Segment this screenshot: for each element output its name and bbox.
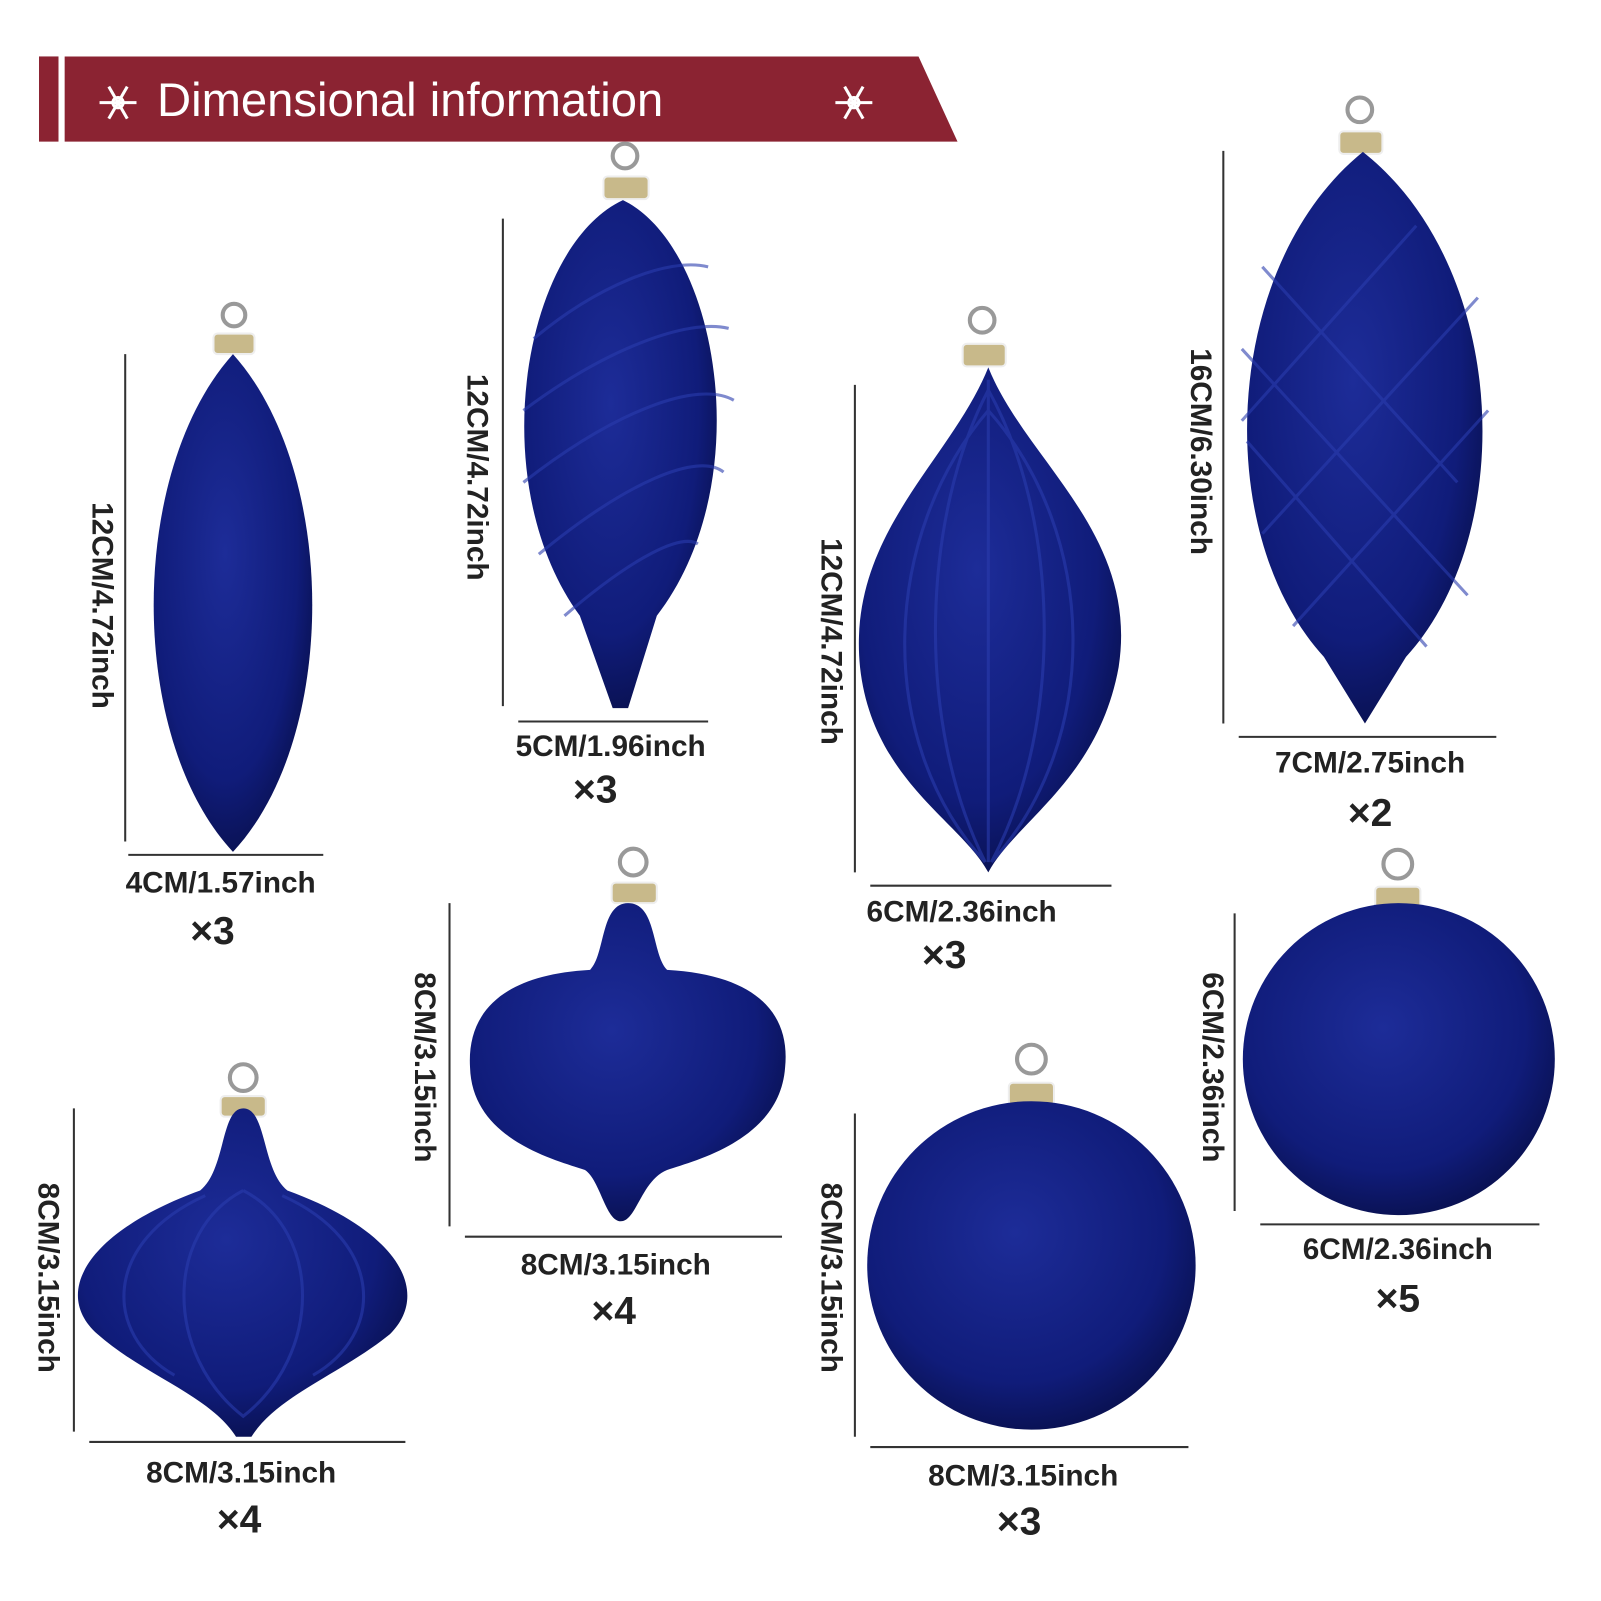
title: Dimensional information [157, 74, 663, 127]
ornament [858, 305, 1122, 873]
height-label: 8CM/3.15inch [814, 1183, 847, 1373]
height-label: 12CM/4.72inch [86, 502, 119, 709]
quantity: ×4 [591, 1290, 636, 1333]
quantity: ×3 [997, 1500, 1041, 1543]
quantity: ×4 [217, 1498, 262, 1541]
height-label: 8CM/3.15inch [31, 1183, 64, 1373]
width-label: 7CM/2.75inch [1275, 746, 1465, 779]
width-label: 8CM/3.15inch [928, 1460, 1118, 1493]
quantity: ×2 [1348, 792, 1392, 835]
ornament [1242, 847, 1555, 1216]
width-label: 5CM/1.96inch [516, 730, 706, 763]
height-label: 12CM/4.72inch [814, 538, 847, 745]
width-label: 8CM/3.15inch [521, 1248, 711, 1281]
ornament [522, 141, 735, 709]
quantity: ×3 [190, 910, 234, 953]
width-label: 6CM/2.36inch [1303, 1233, 1493, 1266]
ornament [1240, 95, 1490, 724]
height-label: 16CM/6.30inch [1184, 348, 1217, 555]
quantity: ×5 [1376, 1278, 1420, 1321]
width-label: 6CM/2.36inch [867, 895, 1057, 928]
ornament [153, 301, 313, 852]
height-label: 12CM/4.72inch [460, 374, 493, 581]
height-label: 6CM/2.36inch [1196, 972, 1229, 1162]
quantity: ×3 [573, 769, 617, 812]
ornament [77, 1062, 408, 1437]
ornament [469, 846, 786, 1222]
height-label: 8CM/3.15inch [408, 972, 441, 1162]
quantity: ×3 [922, 934, 966, 977]
width-label: 4CM/1.57inch [126, 867, 316, 900]
ornament [867, 1042, 1196, 1430]
banner-bar [38, 56, 59, 142]
width-label: 8CM/3.15inch [146, 1457, 336, 1490]
banner [64, 56, 958, 142]
